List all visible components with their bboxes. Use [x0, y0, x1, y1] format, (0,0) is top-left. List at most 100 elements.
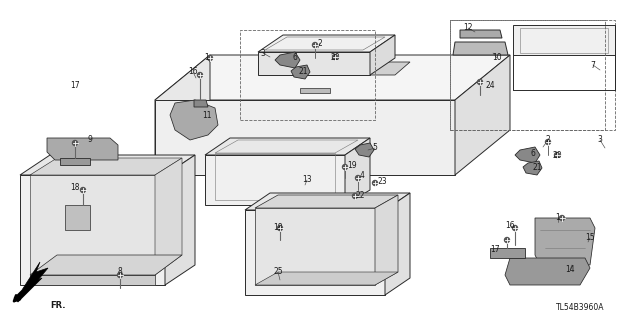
Text: 1: 1	[205, 53, 209, 62]
Polygon shape	[30, 255, 182, 275]
Text: 7: 7	[591, 61, 595, 70]
Polygon shape	[65, 205, 90, 230]
Polygon shape	[205, 138, 370, 155]
Text: 15: 15	[585, 234, 595, 242]
Polygon shape	[155, 55, 510, 100]
Polygon shape	[355, 143, 374, 157]
Polygon shape	[20, 155, 195, 175]
Text: 18: 18	[70, 183, 80, 192]
Polygon shape	[370, 35, 395, 75]
Polygon shape	[60, 158, 90, 165]
Text: 19: 19	[347, 160, 357, 169]
Text: 17: 17	[490, 246, 500, 255]
Polygon shape	[453, 42, 508, 55]
Circle shape	[355, 175, 360, 181]
Text: TL54B3960A: TL54B3960A	[556, 303, 604, 313]
Circle shape	[559, 216, 564, 220]
Polygon shape	[170, 100, 218, 140]
Circle shape	[477, 79, 483, 85]
Polygon shape	[345, 138, 370, 205]
Polygon shape	[155, 158, 182, 275]
Circle shape	[545, 139, 550, 145]
Text: 25: 25	[273, 268, 283, 277]
Text: 10: 10	[492, 54, 502, 63]
Polygon shape	[47, 138, 118, 160]
Text: 22: 22	[355, 190, 365, 199]
Polygon shape	[245, 210, 385, 295]
Polygon shape	[20, 175, 165, 285]
Polygon shape	[505, 258, 590, 285]
Polygon shape	[320, 62, 410, 75]
Circle shape	[81, 188, 86, 192]
Bar	[450, 20, 615, 130]
Circle shape	[198, 72, 202, 78]
Polygon shape	[255, 208, 375, 285]
Text: 6: 6	[531, 149, 536, 158]
Text: 1: 1	[556, 213, 561, 222]
Circle shape	[353, 194, 358, 198]
Circle shape	[118, 272, 122, 278]
Text: 14: 14	[565, 265, 575, 275]
Polygon shape	[460, 30, 502, 38]
Text: 20: 20	[552, 151, 562, 160]
Text: 12: 12	[463, 24, 473, 33]
Circle shape	[504, 238, 509, 242]
Text: 3: 3	[260, 48, 266, 57]
Polygon shape	[275, 52, 300, 68]
Polygon shape	[14, 262, 48, 302]
Polygon shape	[155, 55, 210, 175]
Text: 20: 20	[330, 54, 340, 63]
Text: 11: 11	[202, 110, 212, 120]
Text: 17: 17	[70, 80, 80, 90]
Polygon shape	[300, 88, 330, 93]
Text: 18: 18	[273, 224, 283, 233]
Polygon shape	[455, 55, 510, 175]
Circle shape	[278, 226, 282, 231]
Bar	[450, 20, 605, 130]
Text: 2: 2	[317, 39, 323, 48]
Circle shape	[372, 181, 378, 186]
Polygon shape	[255, 195, 398, 208]
Polygon shape	[255, 272, 398, 285]
Text: 24: 24	[485, 80, 495, 90]
Polygon shape	[30, 158, 182, 175]
Text: 16: 16	[505, 220, 515, 229]
Polygon shape	[291, 65, 310, 79]
Polygon shape	[165, 155, 195, 285]
Circle shape	[554, 152, 559, 158]
Text: 21: 21	[298, 68, 308, 77]
Polygon shape	[375, 195, 398, 285]
Polygon shape	[194, 100, 208, 107]
Bar	[240, 30, 375, 120]
Polygon shape	[513, 25, 615, 55]
Polygon shape	[30, 275, 155, 285]
Polygon shape	[245, 193, 410, 210]
Circle shape	[312, 42, 317, 48]
Polygon shape	[155, 100, 455, 175]
Text: FR.: FR.	[50, 301, 65, 310]
Text: 13: 13	[302, 175, 312, 184]
Text: 9: 9	[88, 136, 92, 145]
Circle shape	[342, 165, 348, 169]
Text: 8: 8	[118, 268, 122, 277]
Polygon shape	[515, 147, 540, 163]
Polygon shape	[523, 161, 542, 175]
Polygon shape	[258, 35, 395, 52]
Text: 6: 6	[292, 53, 298, 62]
Circle shape	[333, 55, 337, 60]
Polygon shape	[205, 155, 345, 205]
Text: 2: 2	[546, 136, 550, 145]
Text: 5: 5	[372, 144, 378, 152]
Polygon shape	[490, 248, 525, 258]
Text: 23: 23	[377, 177, 387, 187]
Circle shape	[513, 226, 518, 231]
Polygon shape	[30, 175, 155, 275]
Text: 4: 4	[360, 170, 364, 180]
Text: 16: 16	[188, 68, 198, 77]
Text: 3: 3	[598, 136, 602, 145]
Polygon shape	[535, 218, 595, 265]
Polygon shape	[258, 52, 370, 75]
Circle shape	[72, 140, 77, 145]
Circle shape	[207, 56, 212, 61]
Polygon shape	[385, 193, 410, 295]
